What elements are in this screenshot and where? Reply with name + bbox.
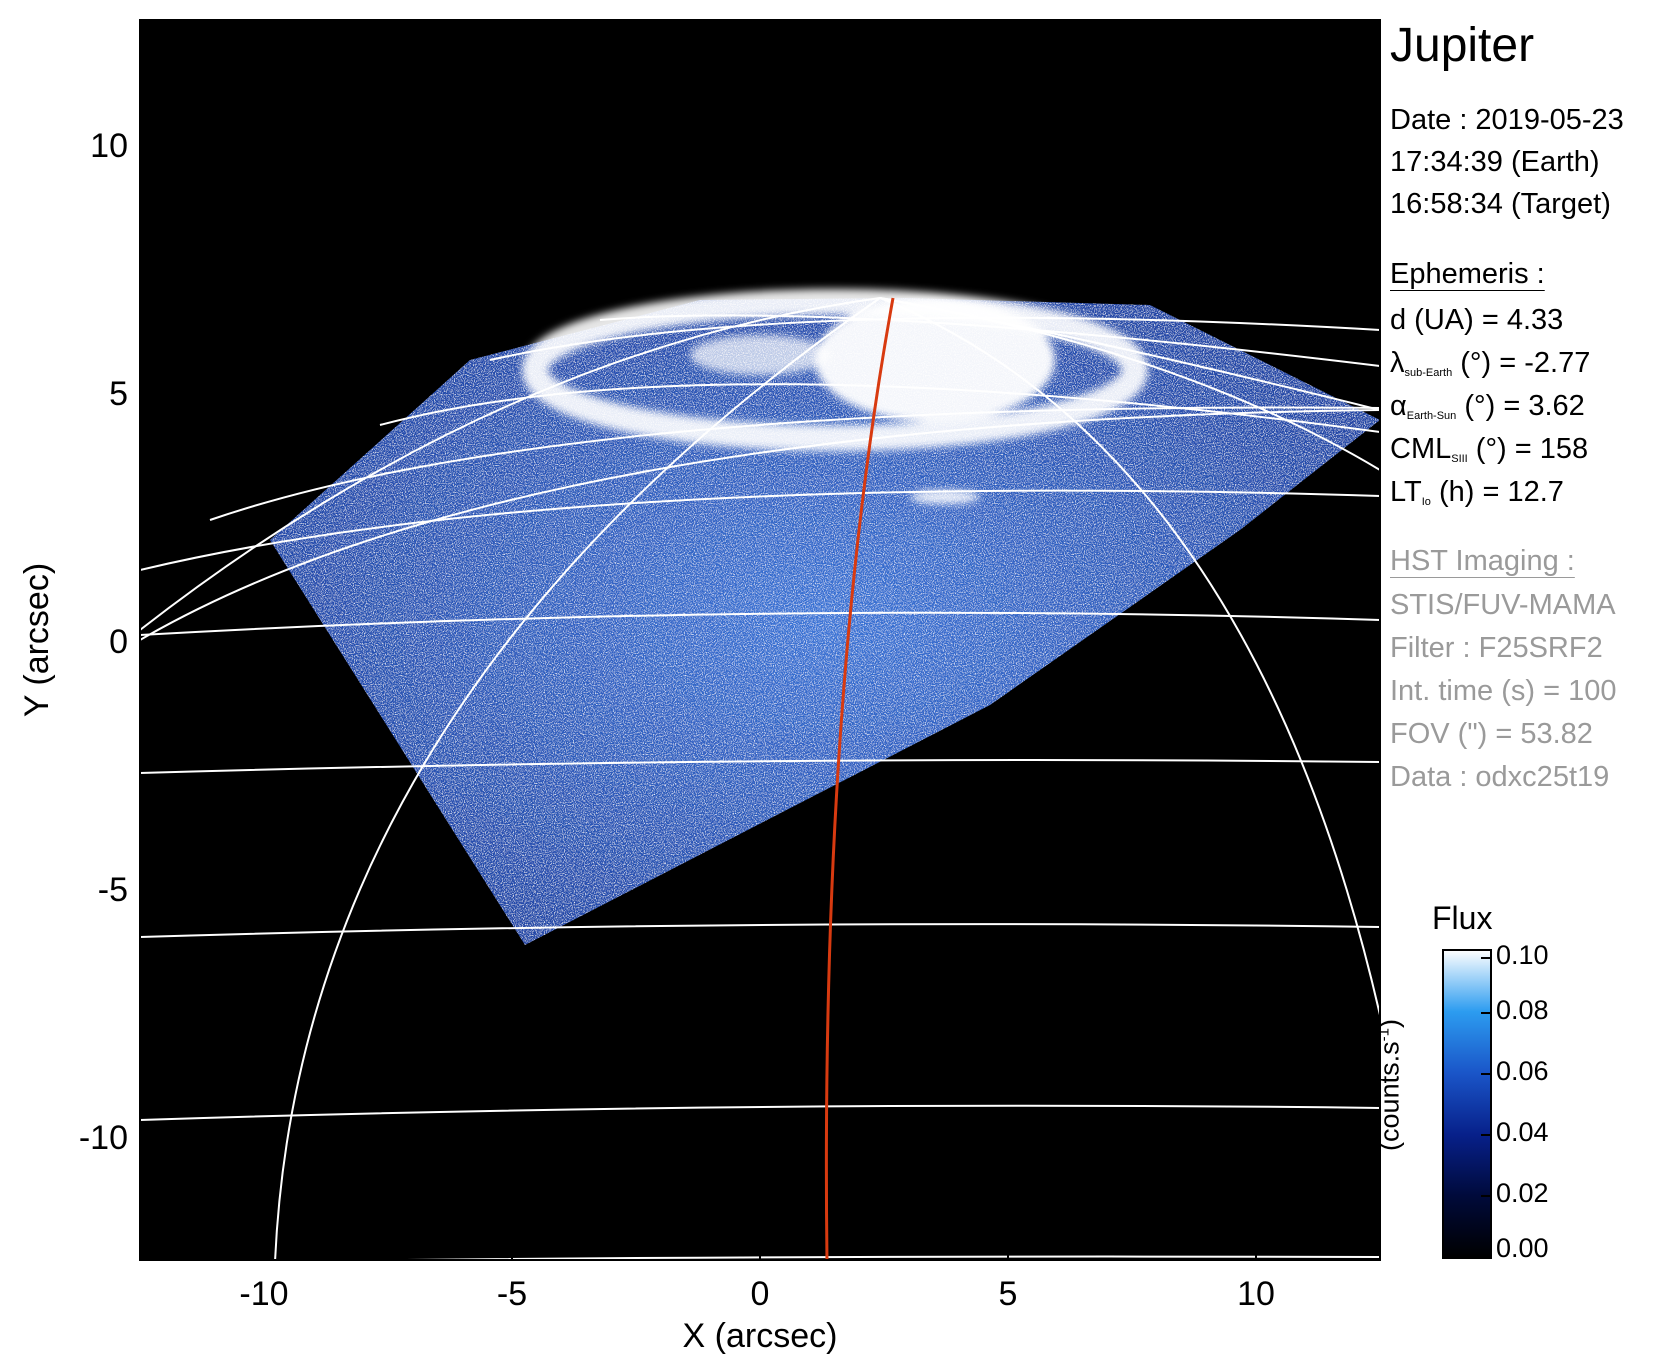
colorbar-title: Flux bbox=[1432, 900, 1493, 936]
lt-sub: Io bbox=[1421, 496, 1431, 508]
date-line: Date : 2019-05-23 bbox=[1390, 104, 1624, 136]
alpha-sub: Earth-Sun bbox=[1406, 410, 1457, 422]
x-tick-label: -5 bbox=[497, 1275, 527, 1313]
x-axis-label: X (arcsec) bbox=[683, 1317, 838, 1355]
y-tick-label: 10 bbox=[90, 127, 128, 165]
ephemeris-cml: CMLSIII (°) = 158 bbox=[1390, 433, 1588, 466]
x-tick-label: -10 bbox=[239, 1275, 288, 1313]
colorbar-tick-label: 0.10 bbox=[1496, 940, 1549, 970]
y-tick-label: 0 bbox=[109, 623, 128, 661]
hst-data-id: Data : odxc25t19 bbox=[1390, 761, 1610, 793]
lambda-sub: sub-Earth bbox=[1404, 367, 1453, 379]
detector-footprint bbox=[270, 298, 1380, 945]
hst-header: HST Imaging : bbox=[1390, 545, 1575, 577]
y-tick-label: 5 bbox=[109, 375, 128, 413]
y-tick-label: -5 bbox=[98, 871, 128, 909]
auroral-oval bbox=[522, 289, 1148, 504]
colorbar-ticks bbox=[1481, 957, 1491, 1197]
cml-sub: SIII bbox=[1451, 453, 1468, 465]
colorbar-tick-label: 0.06 bbox=[1496, 1056, 1549, 1086]
x-tick-label: 10 bbox=[1237, 1275, 1275, 1313]
colorbar-tick-label: 0.08 bbox=[1496, 995, 1549, 1025]
lt-symbol: LT bbox=[1390, 476, 1422, 508]
hst-fov: FOV (") = 53.82 bbox=[1390, 718, 1593, 750]
ephemeris-latitude: λsub-Earth (°) = -2.77 bbox=[1390, 347, 1590, 380]
target-name: Jupiter bbox=[1390, 19, 1535, 72]
lambda-value: (°) = -2.77 bbox=[1452, 347, 1591, 379]
ephemeris-phase: αEarth-Sun (°) = 3.62 bbox=[1390, 390, 1585, 423]
alpha-symbol: α bbox=[1390, 390, 1407, 422]
colorbar-unit-close: ) bbox=[1374, 1019, 1405, 1029]
hst-instrument: STIS/FUV-MAMA bbox=[1390, 589, 1616, 621]
colorbar-tick-label: 0.04 bbox=[1496, 1117, 1549, 1147]
hst-filter: Filter : F25SRF2 bbox=[1390, 632, 1603, 664]
ephemeris-header: Ephemeris : bbox=[1390, 258, 1545, 290]
lt-value: (h) = 12.7 bbox=[1430, 476, 1564, 508]
x-tick-label: 5 bbox=[999, 1275, 1018, 1313]
ephemeris-lt: LTIo (h) = 12.7 bbox=[1390, 476, 1564, 509]
lambda-symbol: λ bbox=[1390, 347, 1405, 379]
alpha-value: (°) = 3.62 bbox=[1456, 390, 1585, 422]
time-target: 16:58:34 (Target) bbox=[1390, 188, 1611, 220]
hst-integration-time: Int. time (s) = 100 bbox=[1390, 675, 1617, 707]
y-tick-labels: 10 5 0 -5 -10 bbox=[79, 127, 128, 1157]
colorbar-unit-base: (counts.s bbox=[1374, 1041, 1405, 1151]
x-tick-label: 0 bbox=[751, 1275, 770, 1313]
colorbar-unit: (counts.s-1) bbox=[1375, 1019, 1406, 1151]
colorbar-tick-label: 0.02 bbox=[1496, 1178, 1549, 1208]
y-axis-label: Y (arcsec) bbox=[18, 563, 56, 717]
colorbar bbox=[1442, 949, 1492, 1259]
latitude-grid bbox=[140, 314, 1380, 1260]
x-tick-labels: -10 -5 0 5 10 bbox=[239, 1275, 1274, 1313]
central-meridian bbox=[824, 297, 895, 1260]
colorbar-unit-exponent: -1 bbox=[1375, 1028, 1393, 1042]
y-tick-label: -10 bbox=[79, 1119, 128, 1157]
image-content bbox=[140, 289, 1380, 1260]
time-earth: 17:34:39 (Earth) bbox=[1390, 146, 1600, 178]
longitude-grid bbox=[140, 297, 1380, 1260]
cml-symbol: CML bbox=[1390, 433, 1452, 465]
ephemeris-distance: d (UA) = 4.33 bbox=[1390, 304, 1564, 336]
colorbar-tick-label: 0.00 bbox=[1496, 1233, 1549, 1263]
cml-value: (°) = 158 bbox=[1467, 433, 1589, 465]
x-tick-marks bbox=[263, 1248, 1257, 1260]
